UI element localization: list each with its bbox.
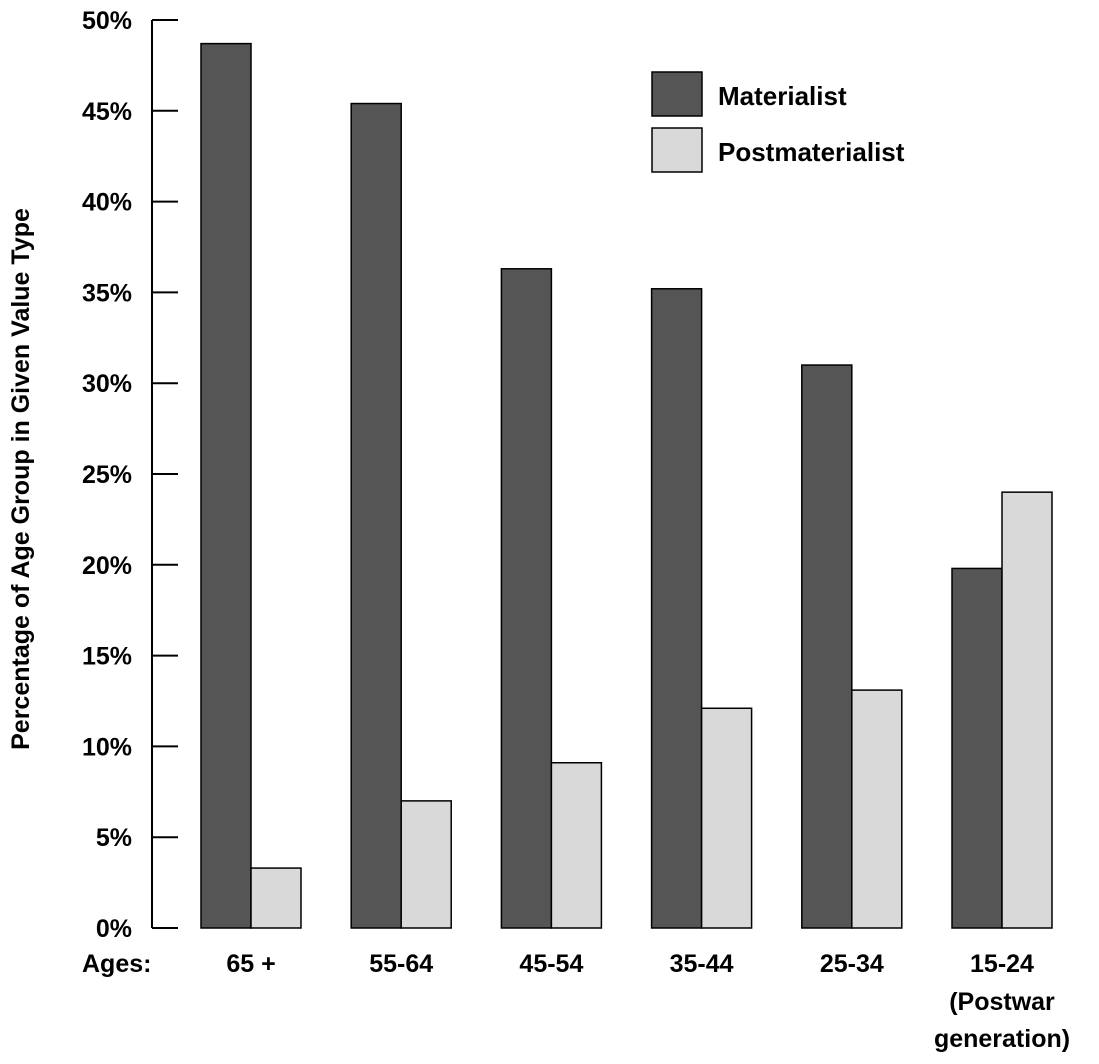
y-tick-label: 5% — [96, 824, 132, 852]
y-tick-label: 0% — [96, 915, 132, 943]
x-tick-label: 65 + — [226, 950, 275, 978]
bar-postmaterialist-0 — [250, 867, 302, 929]
y-tick-label: 45% — [82, 98, 132, 126]
x-tick-label: 25-34 — [820, 950, 884, 978]
x-tick-label: 15-24 — [970, 950, 1034, 978]
x-axis-labels: 65 + 55-64 45-54 35-44 25-34 15-24 (Postwar gen… — [226, 950, 1070, 1053]
legend: Materialist Postmaterialist — [651, 71, 905, 173]
x-tick-label: 35-44 — [670, 950, 734, 978]
x-tick-label: 45-54 — [519, 950, 583, 978]
y-tick-label: 35% — [82, 279, 132, 307]
x-tick-sublabel: generation) — [934, 1025, 1070, 1053]
bar-materialist-2 — [500, 268, 553, 929]
y-tick-label: 30% — [82, 370, 132, 398]
bar-postmaterialist-1 — [400, 800, 452, 929]
legend-swatch-materialist — [651, 71, 703, 117]
bar-postmaterialist-3 — [700, 707, 753, 929]
x-tick-label: 55-64 — [369, 950, 433, 978]
bar-postmaterialist-5 — [1001, 491, 1053, 929]
bar-materialist-3 — [650, 288, 703, 929]
y-tick-label: 20% — [82, 552, 132, 580]
legend-label-postmaterialist: Postmaterialist — [718, 137, 905, 167]
x-tick-sublabel: (Postwar — [949, 988, 1055, 1016]
bar-materialist-5 — [951, 567, 1003, 929]
y-tick-label: 10% — [82, 733, 132, 761]
bar-postmaterialist-4 — [851, 689, 903, 929]
y-tick-label: 15% — [82, 643, 132, 671]
y-tick-label: 25% — [82, 461, 132, 489]
legend-swatch-postmaterialist — [651, 127, 703, 173]
x-axis-title: Ages: — [82, 950, 151, 978]
y-tick-label: 40% — [82, 189, 132, 217]
bars — [200, 42, 1053, 929]
bar-postmaterialist-2 — [550, 761, 603, 929]
bar-materialist-1 — [350, 102, 402, 929]
bar-materialist-0 — [200, 42, 252, 929]
bar-materialist-4 — [801, 364, 853, 929]
y-axis-title: Percentage of Age Group in Given Value T… — [7, 208, 35, 750]
y-tick-label: 50% — [82, 7, 132, 35]
legend-label-materialist: Materialist — [718, 81, 847, 111]
y-axis: 0% 5% 10% 15% 20% 25% 30% 35% 40% 45% 50% — [82, 7, 178, 943]
